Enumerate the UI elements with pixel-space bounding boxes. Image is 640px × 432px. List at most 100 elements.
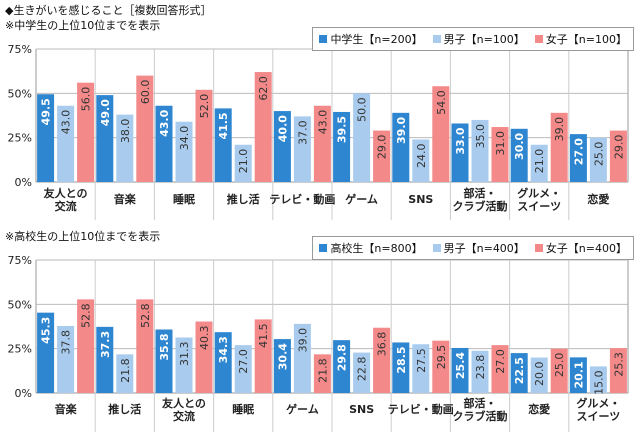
data-label: 23.8 bbox=[474, 355, 487, 380]
category-label: ゲーム bbox=[286, 402, 319, 416]
bar bbox=[214, 332, 232, 393]
bar bbox=[609, 130, 627, 182]
bar bbox=[37, 94, 55, 182]
data-label: 21.0 bbox=[237, 149, 250, 174]
data-label: 27.0 bbox=[572, 138, 585, 165]
data-label: 20.0 bbox=[533, 362, 546, 387]
bar bbox=[96, 95, 114, 182]
category-label-line: クラブ活動 bbox=[453, 409, 508, 423]
y-tick-label: 0% bbox=[15, 176, 32, 189]
data-label: 29.5 bbox=[435, 345, 448, 370]
data-label: 21.8 bbox=[316, 358, 329, 383]
category-label-line: SNS bbox=[349, 403, 374, 416]
data-label: 30.4 bbox=[276, 343, 289, 370]
bar bbox=[432, 86, 450, 182]
chart1: 0% 25% 50% 75% 49.5 43.0 56.0 友人との交流 49.0 38.0 60.… bbox=[8, 43, 629, 220]
category-label: テレビ・動画 bbox=[269, 192, 335, 206]
bar bbox=[57, 105, 75, 182]
data-label: 41.5 bbox=[257, 323, 270, 348]
data-label: 40.0 bbox=[276, 115, 289, 142]
bar bbox=[116, 114, 134, 182]
data-label: 25.0 bbox=[592, 142, 605, 167]
legend-item-girls: 女子【n=100】 bbox=[534, 31, 627, 47]
bar bbox=[373, 130, 391, 182]
data-label: 30.0 bbox=[513, 132, 526, 159]
category-label-line: テレビ・動画 bbox=[269, 192, 335, 206]
chart2-subtitle: ※高校生の上位10位までを表示 bbox=[5, 230, 161, 243]
data-label: 27.0 bbox=[494, 349, 507, 374]
y-tick-label: 50% bbox=[8, 87, 32, 100]
data-label: 25.3 bbox=[612, 352, 625, 377]
data-label: 38.0 bbox=[119, 119, 132, 144]
category-label-line: 推し活 bbox=[227, 192, 260, 206]
chart1-legend: 中学生【n=200】 男子【n=100】 女子【n=100】 bbox=[312, 27, 634, 51]
bar bbox=[155, 329, 173, 393]
bar bbox=[353, 352, 371, 393]
data-label: 39.5 bbox=[336, 116, 349, 143]
data-label: 35.0 bbox=[474, 124, 487, 149]
bar bbox=[136, 75, 154, 182]
data-label: 27.5 bbox=[415, 348, 428, 373]
data-label: 22.5 bbox=[513, 357, 526, 384]
category-label: 睡眠 bbox=[173, 192, 195, 206]
data-label: 35.8 bbox=[158, 334, 171, 361]
data-label: 36.8 bbox=[376, 332, 389, 357]
legend-item-girls: 女子【n=400】 bbox=[534, 240, 627, 256]
bar bbox=[333, 111, 351, 182]
data-label: 33.0 bbox=[454, 127, 467, 154]
bar bbox=[412, 344, 430, 393]
y-tick-label: 0% bbox=[15, 387, 32, 400]
category-label-line: テレビ・動画 bbox=[388, 402, 454, 416]
category-label: グルメ・スイーツ bbox=[576, 396, 620, 423]
data-label: 31.3 bbox=[178, 341, 191, 366]
bar bbox=[550, 112, 568, 182]
legend-label: 中学生【n=200】 bbox=[330, 33, 423, 46]
bar bbox=[392, 342, 410, 393]
data-label: 39.0 bbox=[553, 117, 566, 142]
data-label: 31.0 bbox=[494, 131, 507, 156]
data-label: 43.0 bbox=[158, 109, 171, 136]
category-label-line: スイーツ bbox=[517, 200, 561, 213]
data-label: 60.0 bbox=[139, 80, 152, 105]
category-label-line: SNS bbox=[408, 193, 433, 206]
data-label: 40.3 bbox=[198, 326, 211, 351]
bar bbox=[77, 82, 95, 182]
data-label: 43.0 bbox=[60, 110, 73, 135]
data-label: 34.3 bbox=[217, 336, 230, 363]
bar bbox=[273, 339, 291, 393]
category-label-line: 友人との bbox=[44, 186, 88, 200]
category-label-line: 部活・ bbox=[464, 396, 497, 410]
category-label-line: クラブ活動 bbox=[453, 199, 508, 213]
data-label: 21.0 bbox=[533, 149, 546, 174]
category-label-line: スイーツ bbox=[577, 410, 621, 423]
bar bbox=[373, 327, 391, 393]
bar bbox=[195, 321, 213, 393]
bar bbox=[353, 93, 371, 182]
bar bbox=[136, 299, 154, 393]
category-label: 友人との交流 bbox=[44, 186, 88, 213]
data-label: 25.0 bbox=[553, 353, 566, 378]
category-label-line: 恋愛 bbox=[528, 402, 550, 416]
bar bbox=[96, 326, 114, 393]
bar bbox=[175, 121, 193, 182]
category-label-line: グルメ・ bbox=[517, 186, 561, 200]
category-label-line: 音楽 bbox=[114, 192, 137, 206]
data-label: 21.8 bbox=[119, 358, 132, 383]
bar bbox=[175, 337, 193, 393]
data-label: 54.0 bbox=[435, 90, 448, 115]
bar bbox=[214, 108, 232, 182]
category-label: SNS bbox=[408, 193, 433, 206]
data-label: 39.0 bbox=[296, 328, 309, 353]
legend-swatch bbox=[432, 244, 441, 252]
bar bbox=[313, 354, 331, 393]
y-tick-label: 75% bbox=[8, 254, 32, 267]
bar bbox=[569, 134, 587, 182]
bar bbox=[569, 357, 587, 393]
data-label: 52.8 bbox=[139, 303, 152, 328]
category-label: ゲーム bbox=[345, 192, 378, 206]
data-label: 43.0 bbox=[316, 110, 329, 135]
bar bbox=[293, 116, 311, 182]
data-label: 29.0 bbox=[612, 135, 625, 160]
legend-swatch bbox=[432, 35, 441, 43]
